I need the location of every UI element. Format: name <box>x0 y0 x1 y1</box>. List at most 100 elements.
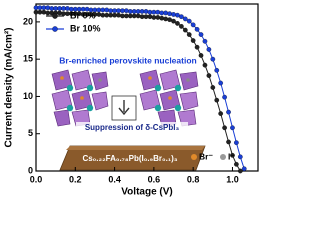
data-point <box>175 12 180 18</box>
data-point <box>37 5 43 11</box>
data-point <box>96 7 102 13</box>
y-tick-label: 20 <box>23 16 33 26</box>
data-point <box>151 15 157 20</box>
y-tick-label: 0 <box>28 165 33 175</box>
data-point <box>218 80 224 86</box>
data-point <box>104 12 110 18</box>
data-point <box>194 26 200 32</box>
data-point <box>53 6 58 11</box>
data-point <box>108 8 114 14</box>
x-tick-label: 0.8 <box>187 174 200 184</box>
annotation: Cs₀.₂₂FA₀.₇₈Pb(I₀.₉Br₀.₁)₃ <box>82 154 177 163</box>
data-point <box>127 9 133 14</box>
data-point <box>124 13 129 19</box>
data-point <box>175 21 180 26</box>
data-point <box>222 94 227 100</box>
data-point <box>210 56 216 62</box>
data-point <box>198 32 204 37</box>
data-point <box>230 152 235 158</box>
data-point <box>202 38 208 44</box>
legend-label: Br 10% <box>70 23 101 33</box>
data-point <box>167 11 172 17</box>
data-point <box>237 154 243 160</box>
data-point <box>112 8 117 14</box>
data-point <box>139 9 145 14</box>
data-point <box>37 9 43 15</box>
data-point <box>65 6 70 11</box>
data-point <box>182 16 188 22</box>
data-point <box>65 11 70 17</box>
data-point <box>45 5 51 11</box>
data-point <box>45 10 51 16</box>
data-point <box>135 9 141 14</box>
legend-marker <box>52 13 58 19</box>
data-point <box>147 14 153 20</box>
data-point <box>190 38 196 43</box>
data-point <box>226 139 231 145</box>
data-point <box>214 68 220 73</box>
data-point <box>159 10 165 16</box>
data-point <box>206 47 212 52</box>
data-point <box>135 13 141 19</box>
x-tick-label: 0.2 <box>69 174 82 184</box>
data-point <box>171 12 176 17</box>
data-point <box>57 6 62 11</box>
data-point <box>206 73 212 78</box>
legend-label: Br 0% <box>70 10 96 20</box>
data-point <box>179 24 184 29</box>
x-tick-label: 0.4 <box>108 174 121 184</box>
data-point <box>143 14 149 20</box>
data-point <box>194 44 200 50</box>
data-point <box>226 109 231 115</box>
data-point <box>33 9 39 15</box>
data-point <box>163 16 169 22</box>
data-point <box>179 14 184 20</box>
data-point <box>49 6 55 11</box>
data-point <box>171 18 176 24</box>
x-tick-label: 0.0 <box>30 174 43 184</box>
data-point <box>186 32 192 37</box>
data-point <box>41 9 47 15</box>
data-point <box>198 53 204 58</box>
annotation: I⁻ <box>228 151 235 161</box>
data-point <box>155 15 161 20</box>
data-point <box>61 11 66 17</box>
data-point <box>151 9 157 15</box>
x-axis-label: Voltage (V) <box>121 187 172 198</box>
data-point <box>108 12 114 18</box>
data-point <box>230 125 235 131</box>
data-point <box>100 7 106 13</box>
data-point <box>155 9 161 15</box>
annotation: Br-enriched perovskite nucleation <box>59 55 196 65</box>
y-tick-label: 15 <box>23 54 33 64</box>
data-point <box>116 8 121 14</box>
y-tick-label: 5 <box>28 128 33 138</box>
data-point <box>33 5 39 11</box>
data-point <box>124 8 129 14</box>
data-point <box>139 14 145 20</box>
data-point <box>127 13 133 19</box>
data-point <box>237 168 243 174</box>
data-point <box>234 161 239 167</box>
data-point <box>222 125 227 131</box>
legend-marker <box>52 26 58 32</box>
data-point <box>167 17 172 23</box>
y-tick-label: 10 <box>23 91 33 101</box>
data-point <box>143 9 149 14</box>
data-point <box>131 13 137 19</box>
data-point <box>57 10 62 16</box>
data-point <box>61 6 66 11</box>
data-point <box>190 22 196 28</box>
data-point <box>182 27 188 33</box>
data-point <box>163 10 169 16</box>
data-point <box>131 9 137 14</box>
annotation: Br⁻ <box>199 151 213 161</box>
x-tick-label: 1.0 <box>226 174 239 184</box>
data-point <box>218 111 224 116</box>
data-point <box>210 85 216 90</box>
plot-frame <box>35 3 259 172</box>
data-point <box>241 166 247 172</box>
data-point <box>112 12 117 18</box>
data-point <box>100 12 106 18</box>
data-point <box>41 5 47 11</box>
